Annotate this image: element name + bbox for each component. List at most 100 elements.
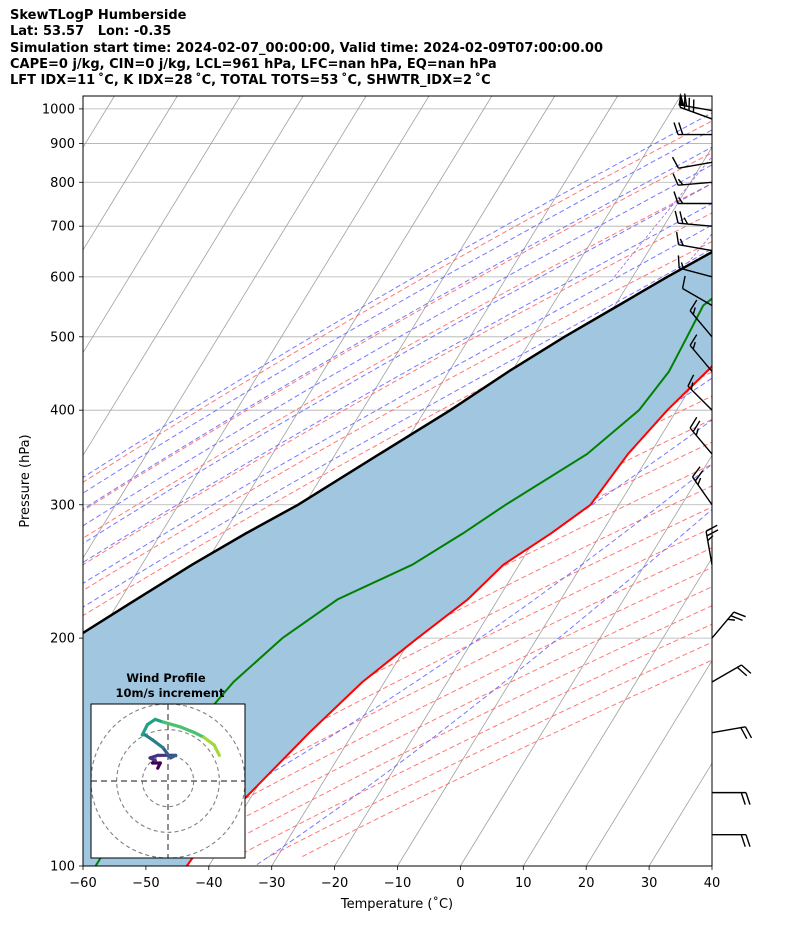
barb-feather — [730, 615, 743, 621]
mixing-ratio-line — [675, 233, 712, 278]
x-tick-label: −10 — [384, 876, 411, 891]
wind-barb — [679, 94, 713, 120]
barb-staff — [687, 385, 713, 411]
wind-barb — [689, 416, 713, 455]
barb-staff — [691, 476, 713, 506]
hodograph-title: Wind Profile — [126, 671, 206, 685]
barb-feather — [690, 382, 694, 390]
barb-feather — [745, 792, 751, 805]
wind-barb — [677, 255, 713, 278]
barb-staff — [689, 344, 713, 372]
barb-staff — [682, 287, 713, 307]
isotherm-line — [83, 96, 304, 457]
barb-feather — [745, 834, 751, 847]
barb-staff — [678, 243, 713, 252]
barb-staff — [678, 161, 713, 169]
barb-feather — [673, 191, 679, 204]
y-tick-label: 1000 — [42, 102, 75, 117]
barb-feather — [677, 178, 684, 186]
dry-adiabat — [268, 641, 712, 858]
barb-feather — [694, 470, 704, 482]
moist-adiabat — [83, 146, 712, 510]
time-line: Simulation start time: 2024-02-07_00:00:… — [10, 40, 603, 56]
barb-feather — [679, 211, 684, 224]
hodograph-segment — [151, 738, 165, 750]
mixing-ratio-line — [727, 96, 794, 277]
barb-feather — [673, 122, 679, 135]
wind-barb — [672, 173, 713, 186]
y-axis-label: Pressure (hPa) — [18, 434, 33, 527]
barb-feather — [683, 217, 689, 225]
x-tick-label: −30 — [258, 876, 285, 891]
wind-barb — [712, 791, 751, 805]
hodograph-segment — [140, 722, 150, 737]
barb-feather — [706, 529, 719, 537]
hodograph-inset: Wind Profile 10m/s increment — [90, 671, 246, 859]
y-tick-label: 700 — [50, 220, 75, 235]
barb-feather — [740, 834, 746, 847]
isotherm-line — [522, 557, 712, 866]
barb-feather — [740, 727, 748, 740]
barb-feather — [692, 341, 696, 350]
x-tick-label: −60 — [69, 876, 96, 891]
x-tick-label: −20 — [321, 876, 348, 891]
moist-adiabat — [83, 248, 712, 608]
hodograph-segment — [202, 735, 216, 747]
barb-feather — [675, 232, 680, 245]
barb-feather — [736, 666, 748, 677]
barb-feather — [687, 374, 695, 387]
isotherm-line — [585, 659, 712, 866]
x-tick-label: −50 — [132, 876, 159, 891]
barb-staff — [711, 664, 742, 683]
parcel-line — [83, 250, 712, 635]
y-tick-label: 200 — [50, 632, 75, 647]
barb-staff — [689, 427, 713, 455]
barb-staff — [679, 106, 713, 120]
dry-adiabat — [136, 566, 712, 858]
isotherm-line — [83, 96, 241, 354]
barb-feather — [740, 664, 752, 674]
barb-feather — [684, 93, 688, 107]
y-axis-ticks: 1000 900 800 700 600 500 400 300 200 100 — [42, 102, 83, 875]
x-tick-label: 20 — [578, 876, 595, 891]
y-tick-label: 300 — [50, 498, 75, 513]
isotherm-line — [460, 454, 712, 866]
dewpoint-line — [94, 297, 712, 866]
x-tick-label: 40 — [704, 876, 721, 891]
isotherm-line — [711, 865, 712, 866]
barb-feather — [672, 173, 679, 186]
stability-line: CAPE=0 j/kg, CIN=0 j/kg, LCL=961 hPa, LF… — [10, 56, 497, 72]
moist-adiabat — [83, 129, 712, 494]
barb-feather — [692, 420, 701, 433]
wind-barbs — [671, 92, 753, 847]
barb-feather — [679, 238, 684, 246]
isotherm-line — [83, 96, 430, 662]
wind-barb — [691, 466, 713, 506]
dry-adiabat — [83, 212, 712, 566]
y-tick-label: 400 — [50, 404, 75, 419]
wind-barb — [705, 524, 719, 565]
y-tick-label: 600 — [50, 270, 75, 285]
barb-feather — [689, 416, 698, 429]
moist-adiabat — [83, 112, 712, 479]
hodograph-subtitle: 10m/s increment — [116, 686, 225, 700]
x-tick-label: −40 — [195, 876, 222, 891]
y-tick-label: 500 — [50, 330, 75, 345]
dry-adiabat — [202, 605, 712, 858]
barb-feather — [674, 210, 679, 224]
barb-feather — [691, 466, 701, 478]
barb-staff — [678, 267, 713, 278]
wind-barb — [712, 833, 751, 847]
hodograph-segment — [161, 720, 183, 729]
barb-staff — [678, 181, 713, 186]
mixing-ratio-line — [782, 96, 794, 277]
profile-lines — [83, 250, 712, 866]
dry-adiabat — [83, 182, 712, 539]
barb-feather — [705, 524, 718, 532]
hodograph-frame — [90, 703, 246, 859]
moist-adiabat — [113, 463, 712, 866]
y-tick-label: 800 — [50, 176, 75, 191]
wind-barb — [711, 726, 753, 740]
barb-feather — [689, 299, 698, 312]
isotherm-line — [83, 96, 178, 251]
